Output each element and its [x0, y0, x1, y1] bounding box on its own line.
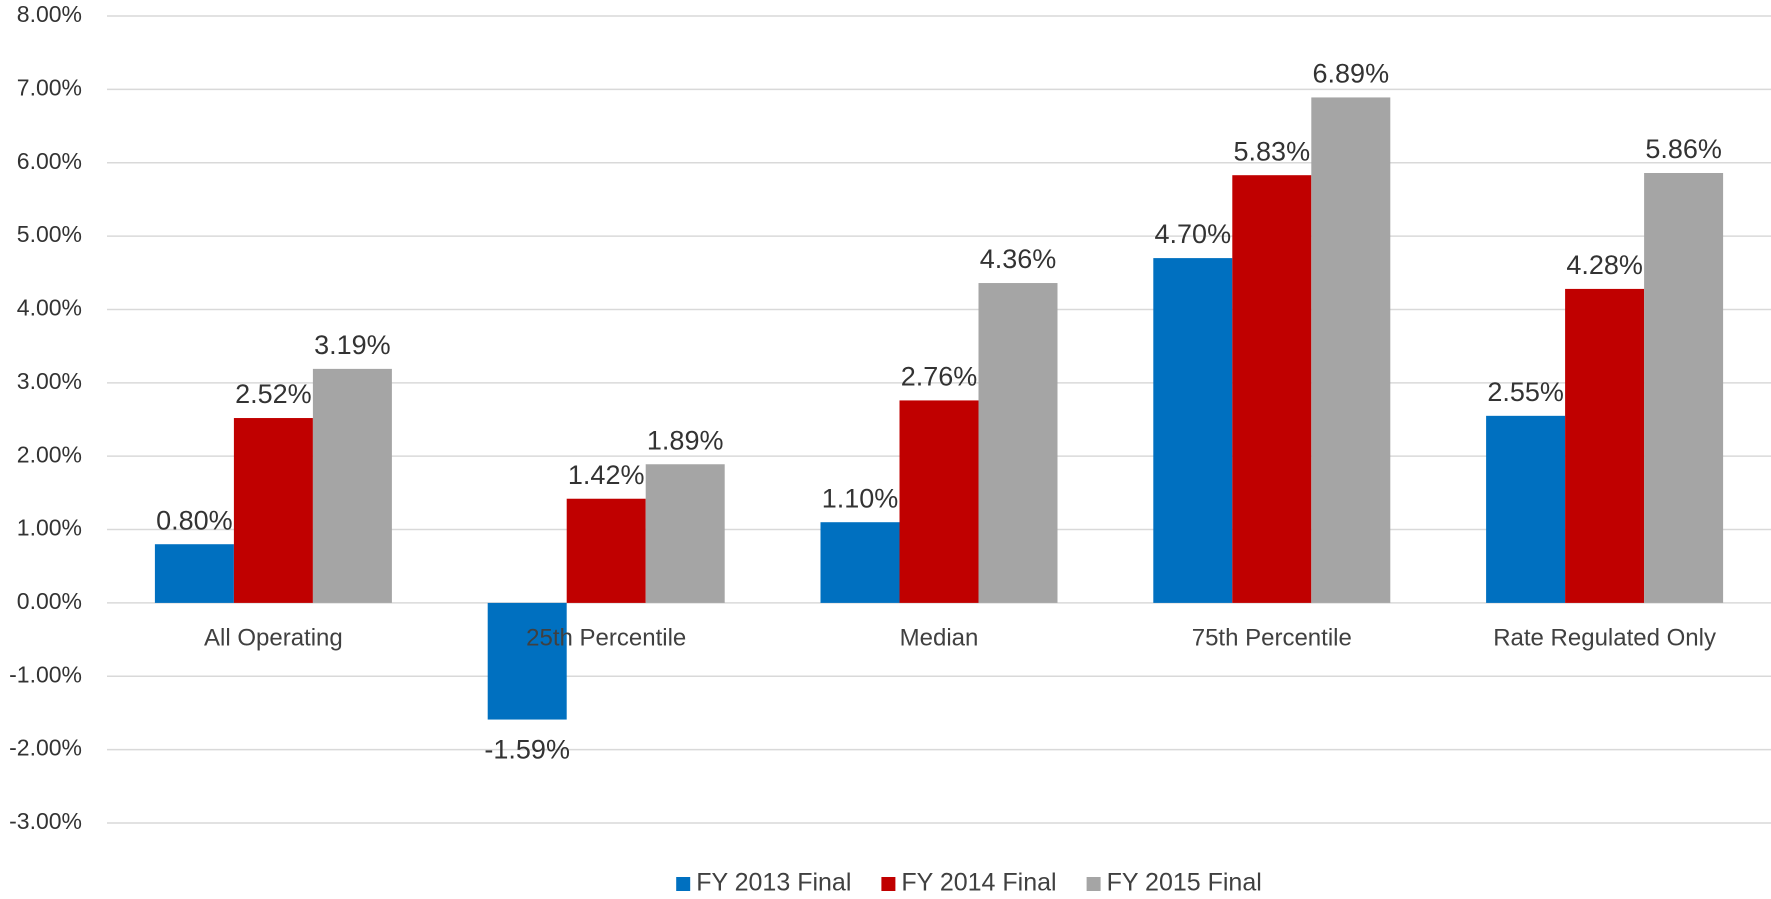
- bar: [820, 522, 900, 603]
- y-tick-label: -2.00%: [9, 735, 82, 761]
- legend-swatch: [676, 877, 691, 891]
- data-label: 4.36%: [980, 244, 1057, 274]
- y-tick-label: 6.00%: [17, 148, 82, 174]
- bar: [1644, 172, 1724, 603]
- data-label: 2.52%: [235, 379, 312, 409]
- x-tick-label: Median: [900, 624, 979, 651]
- legend-label: FY 2015 Final: [1107, 869, 1262, 897]
- data-label: 1.42%: [568, 460, 645, 490]
- bar: [566, 498, 646, 603]
- y-tick-label: 4.00%: [17, 295, 82, 321]
- y-tick-label: 3.00%: [17, 368, 82, 394]
- bar: [978, 283, 1058, 603]
- x-tick-label: 75th Percentile: [1192, 624, 1352, 651]
- y-tick-label: -3.00%: [9, 808, 82, 834]
- bar: [312, 368, 392, 603]
- data-label: 1.10%: [822, 483, 899, 513]
- data-label: 4.28%: [1566, 250, 1643, 280]
- bar: [1153, 258, 1233, 603]
- data-label: 5.86%: [1645, 134, 1722, 164]
- data-label: 2.55%: [1487, 377, 1564, 407]
- x-tick-label: Rate Regulated Only: [1493, 624, 1716, 651]
- data-label: 6.89%: [1313, 59, 1390, 89]
- y-tick-label: 0.00%: [17, 588, 82, 614]
- data-label: 5.83%: [1234, 136, 1311, 166]
- y-tick-label: -1.00%: [9, 661, 82, 687]
- bar: [1486, 415, 1566, 603]
- bar: [1565, 288, 1645, 603]
- data-label: 1.89%: [647, 425, 724, 455]
- bar: [1232, 175, 1312, 603]
- bar: [154, 544, 234, 603]
- data-label: 4.70%: [1155, 219, 1232, 249]
- data-label: 2.76%: [901, 362, 978, 392]
- y-tick-label: 5.00%: [17, 221, 82, 247]
- bar: [899, 400, 979, 603]
- data-label: -1.59%: [484, 735, 570, 765]
- y-tick-label: 1.00%: [17, 515, 82, 541]
- legend-swatch: [881, 877, 896, 891]
- legend-swatch: [1086, 877, 1101, 891]
- x-tick-label: 25th Percentile: [526, 624, 686, 651]
- x-tick-label: All Operating: [204, 624, 343, 651]
- legend-label: FY 2014 Final: [901, 869, 1056, 897]
- y-tick-label: 7.00%: [17, 74, 82, 100]
- data-label: 3.19%: [314, 330, 391, 360]
- bar: [487, 602, 567, 720]
- y-tick-label: 8.00%: [17, 1, 82, 27]
- bar: [645, 464, 725, 603]
- legend-label: FY 2013 Final: [696, 869, 851, 897]
- data-label: 0.80%: [156, 505, 233, 535]
- y-tick-label: 2.00%: [17, 441, 82, 467]
- bar: [1311, 97, 1391, 603]
- bar: [233, 418, 313, 603]
